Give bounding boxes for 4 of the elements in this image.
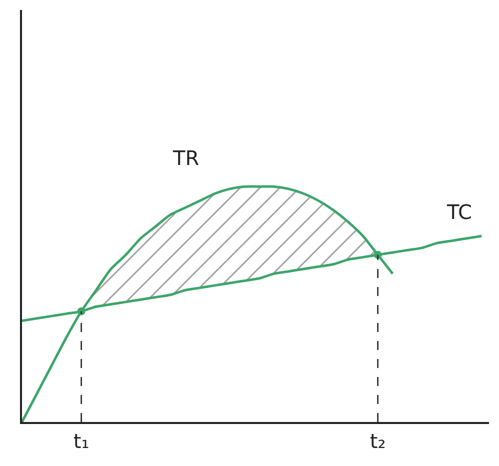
series-label: TC: [446, 200, 472, 224]
series-label: TR: [172, 146, 200, 170]
x-tick-label: t₂: [370, 429, 386, 453]
x-tick-label: t₁: [73, 429, 90, 453]
